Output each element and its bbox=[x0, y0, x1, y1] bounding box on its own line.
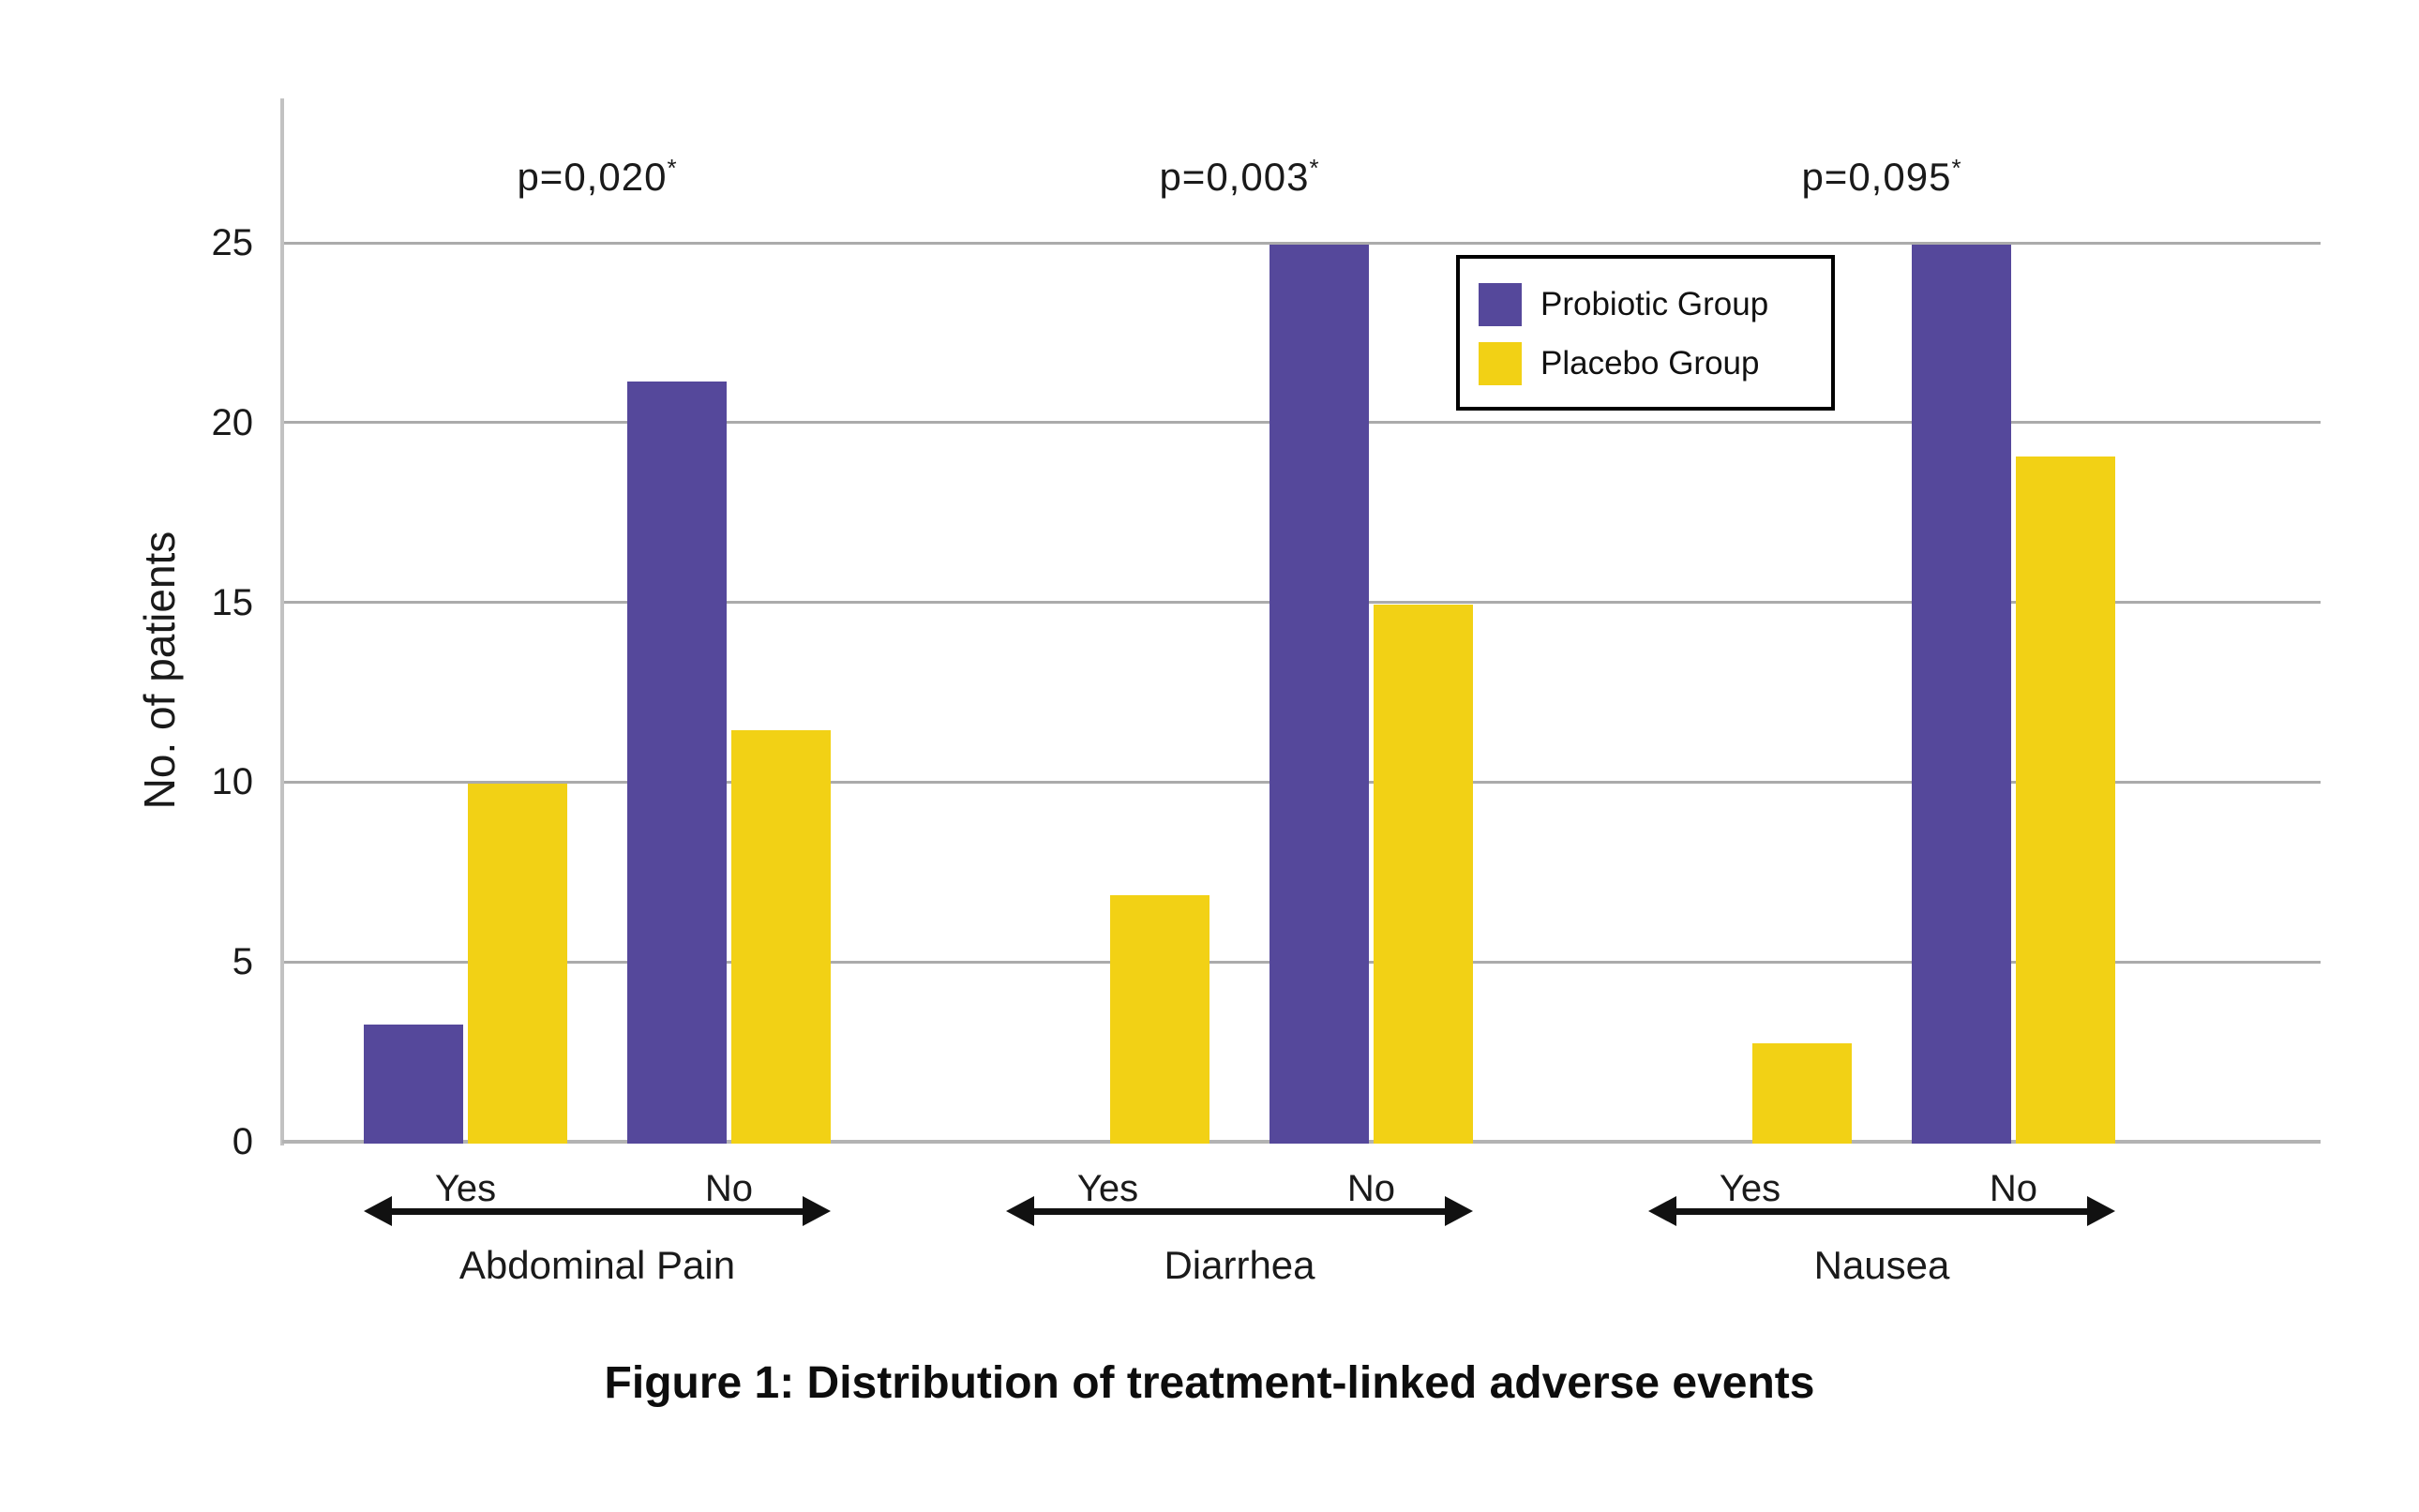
bar-nausea-yes-placebo-group bbox=[1752, 1042, 1852, 1144]
group-label-nausea: Nausea bbox=[1813, 1243, 1950, 1287]
p-value-label-nausea: p=0,095* bbox=[1801, 154, 1962, 199]
legend: Probiotic Group Placebo Group bbox=[1456, 255, 1835, 411]
group-arrow-abdominal-pain bbox=[386, 1208, 808, 1215]
group-arrow-left-head-nausea bbox=[1648, 1196, 1676, 1226]
category-label-abdominal-pain-yes: Yes bbox=[434, 1168, 497, 1209]
p-value-asterisk-nausea: * bbox=[1951, 154, 1962, 182]
group-label-diarrhea: Diarrhea bbox=[1164, 1243, 1315, 1287]
bar-abdominal-pain-no-placebo-group bbox=[731, 729, 831, 1144]
p-value-label-abdominal-pain: p=0,020* bbox=[517, 154, 678, 199]
y-tick-10: 10 bbox=[211, 761, 254, 803]
p-value-asterisk-diarrhea: * bbox=[1309, 154, 1320, 182]
bar-abdominal-pain-yes-probiotic-group bbox=[364, 1025, 463, 1144]
legend-item-probiotic: Probiotic Group bbox=[1479, 282, 1831, 327]
y-axis-line bbox=[280, 98, 284, 1145]
legend-label-placebo: Placebo Group bbox=[1540, 345, 1760, 382]
bar-nausea-no-placebo-group bbox=[2016, 457, 2115, 1144]
figure-caption: Figure 1: Distribution of treatment-link… bbox=[604, 1358, 1815, 1408]
category-label-nausea-yes: Yes bbox=[1719, 1168, 1781, 1209]
group-arrow-right-head-nausea bbox=[2087, 1196, 2115, 1226]
p-value-asterisk-abdominal-pain: * bbox=[667, 154, 678, 182]
y-tick-20: 20 bbox=[211, 401, 254, 443]
y-tick-0: 0 bbox=[232, 1121, 253, 1162]
gridline-25 bbox=[282, 241, 2321, 245]
bar-nausea-no-probiotic-group bbox=[1912, 245, 2011, 1144]
category-label-abdominal-pain-no: No bbox=[704, 1168, 754, 1209]
bar-diarrhea-yes-placebo-group bbox=[1110, 895, 1210, 1144]
legend-swatch-placebo bbox=[1479, 342, 1522, 385]
bar-diarrhea-no-probiotic-group bbox=[1270, 245, 1369, 1144]
bar-abdominal-pain-no-probiotic-group bbox=[627, 381, 727, 1144]
legend-swatch-probiotic bbox=[1479, 283, 1522, 326]
y-tick-15: 15 bbox=[211, 581, 254, 623]
bar-abdominal-pain-yes-placebo-group bbox=[468, 784, 567, 1144]
category-label-diarrhea-no: No bbox=[1346, 1168, 1396, 1209]
group-arrow-left-head-diarrhea bbox=[1006, 1196, 1034, 1226]
legend-label-probiotic: Probiotic Group bbox=[1540, 286, 1769, 322]
p-value-label-diarrhea: p=0,003* bbox=[1159, 154, 1320, 199]
category-label-diarrhea-yes: Yes bbox=[1076, 1168, 1139, 1209]
group-arrow-diarrhea bbox=[1029, 1208, 1450, 1215]
category-label-nausea-no: No bbox=[1989, 1168, 2038, 1209]
group-arrow-right-head-abdominal-pain bbox=[803, 1196, 831, 1226]
group-arrow-left-head-abdominal-pain bbox=[364, 1196, 392, 1226]
group-label-abdominal-pain: Abdominal Pain bbox=[458, 1243, 736, 1287]
y-tick-5: 5 bbox=[232, 941, 253, 983]
y-axis-title: No. of patients bbox=[135, 531, 184, 810]
bar-diarrhea-no-placebo-group bbox=[1374, 604, 1473, 1144]
y-tick-25: 25 bbox=[211, 222, 254, 263]
legend-item-placebo: Placebo Group bbox=[1479, 341, 1831, 386]
group-arrow-nausea bbox=[1671, 1208, 2093, 1215]
group-arrow-right-head-diarrhea bbox=[1445, 1196, 1473, 1226]
